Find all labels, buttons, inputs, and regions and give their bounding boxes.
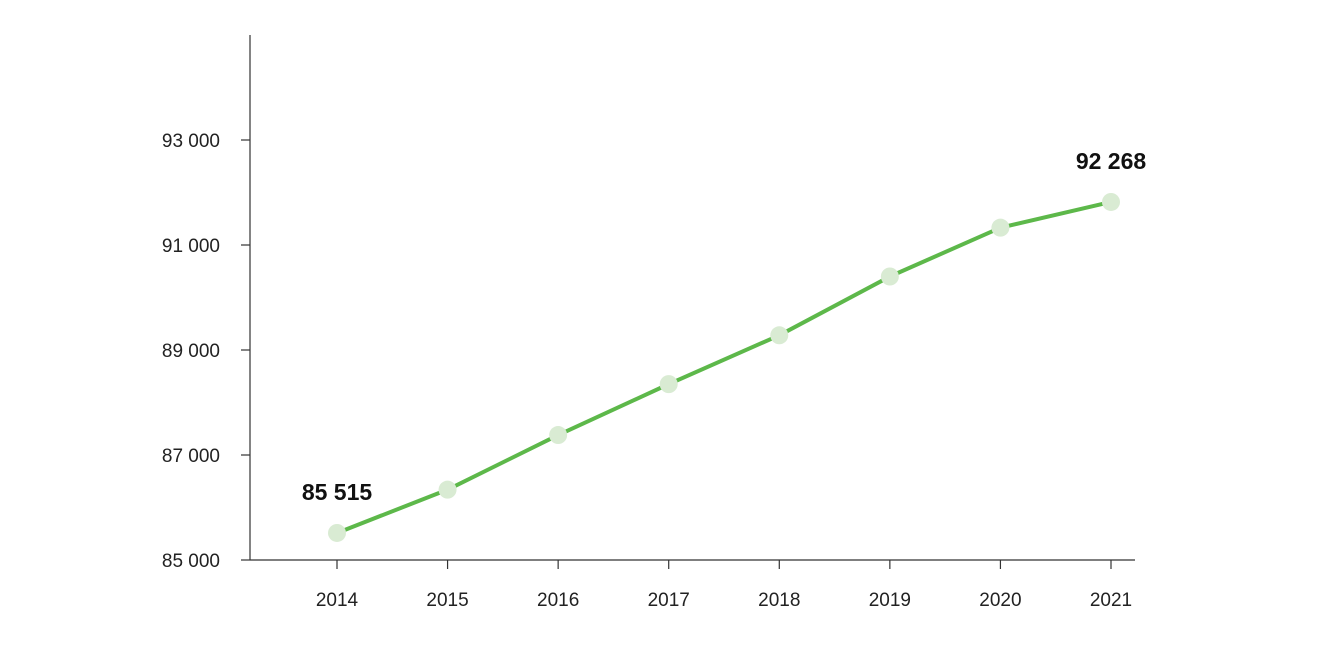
data-label: 85 515	[302, 479, 373, 505]
x-tick-label: 2019	[869, 590, 911, 611]
data-point	[438, 480, 457, 499]
data-point	[1102, 192, 1120, 211]
x-tick-label: 2017	[648, 590, 690, 611]
y-axis-ticks: 85 000 87 000 89 000 91 000 93 000	[162, 131, 250, 572]
x-tick-label: 2018	[758, 590, 800, 611]
data-label: 92 268	[1076, 148, 1147, 174]
data-point	[770, 326, 789, 345]
x-tick-label: 2020	[979, 590, 1021, 611]
y-tick-label: 89 000	[162, 341, 220, 362]
data-point	[549, 426, 568, 445]
x-tick-label: 2016	[537, 590, 579, 611]
y-tick-label: 87 000	[162, 446, 220, 467]
data-points	[328, 192, 1120, 542]
x-tick-label: 2015	[426, 590, 468, 611]
data-point	[991, 218, 1010, 237]
series-line	[335, 199, 1113, 535]
x-tick-label: 2021	[1090, 590, 1132, 611]
y-tick-label: 85 000	[162, 551, 220, 572]
data-point	[880, 267, 899, 286]
y-tick-label: 91 000	[162, 236, 220, 257]
data-labels: 85 515 92 268	[302, 148, 1147, 505]
y-tick-label: 93 000	[162, 131, 220, 152]
data-point	[659, 375, 678, 394]
data-point	[328, 523, 346, 542]
x-axis-ticks: 2014 2015 2016 2017 2018 2019 2020 2021	[316, 560, 1132, 611]
x-tick-label: 2014	[316, 590, 359, 611]
